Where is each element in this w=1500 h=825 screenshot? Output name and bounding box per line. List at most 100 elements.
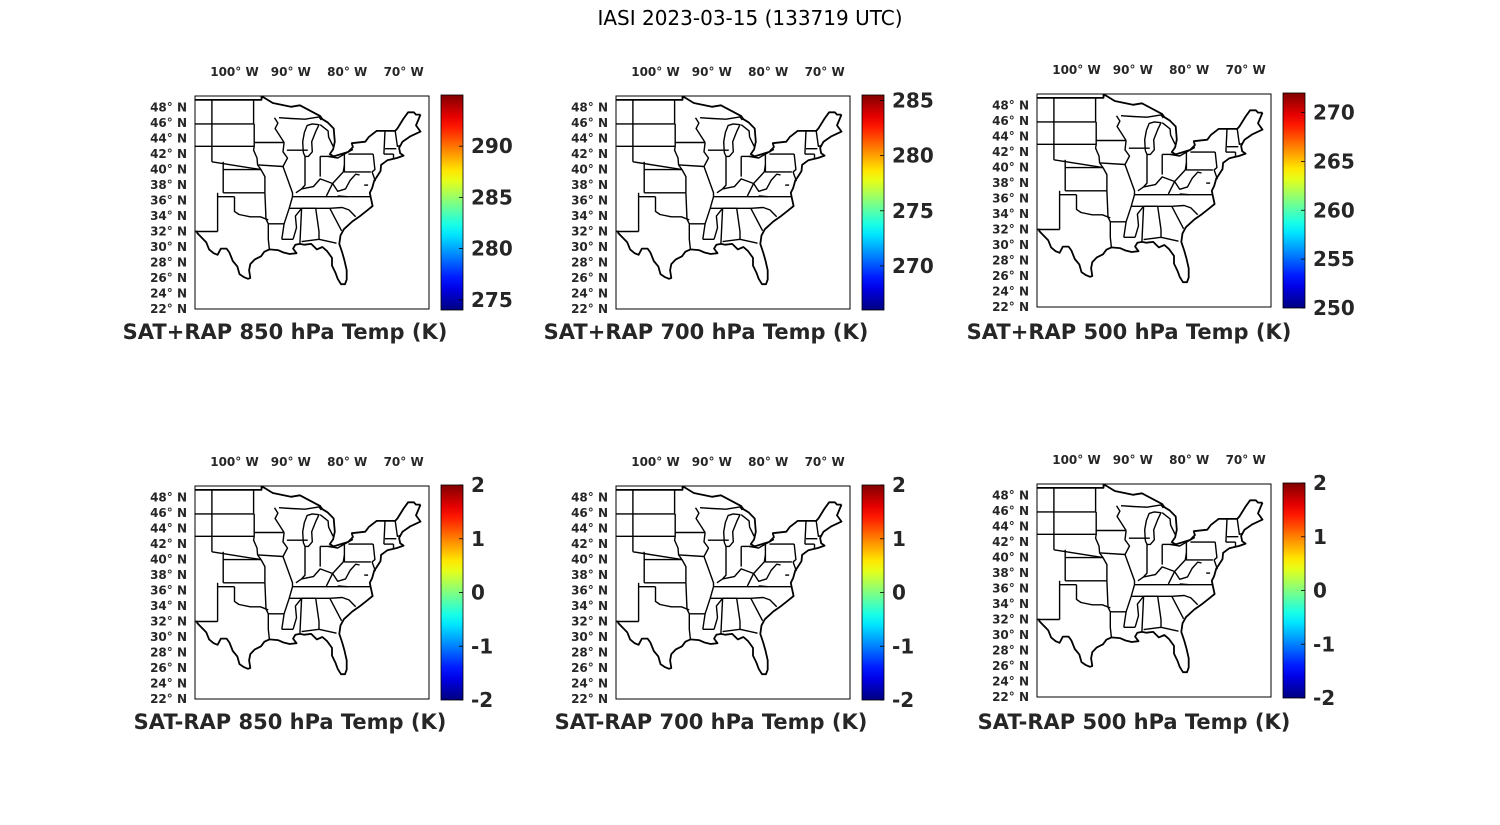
state-boundary [211,161,262,171]
colorbar-tick-label: -2 [471,688,493,712]
latitude-label: 46° N [150,506,187,520]
state-boundary [1225,518,1228,543]
state-boundary [1141,206,1145,242]
latitude-label: 28° N [150,256,187,270]
panel-title: SAT-RAP 500 hPa Temp (K) [977,710,1291,734]
panel-title: SAT+RAP 500 hPa Temp (K) [966,320,1292,344]
state-boundary [1123,530,1136,628]
map-frame [194,95,430,310]
latitude-label: 34° N [992,207,1029,221]
longitude-label: 90° W [692,455,732,469]
state-boundary [702,532,715,630]
colorbar-tick-label: -1 [471,634,493,658]
colorbar-tick-label: 280 [471,237,513,261]
longitude-label: 70° W [1226,63,1266,77]
state-boundary [278,506,322,511]
colorbar-tick-label: 0 [1313,579,1327,603]
state-boundary [325,573,334,587]
state-boundary [716,156,727,194]
state-boundary [1094,121,1108,191]
state-boundary [716,546,727,584]
state-boundary [750,597,764,622]
latitude-label: 46° N [992,504,1029,518]
state-boundary [1123,140,1136,238]
state-boundary [764,154,792,173]
northern-border [195,486,421,548]
state-boundary [1179,583,1190,586]
latitude-label: 32° N [150,225,187,239]
state-boundary [713,597,724,630]
state-boundary [673,513,687,583]
panel-title: SAT-RAP 700 hPa Temp (K) [554,710,868,734]
state-boundary [720,598,724,634]
latitude-label: 22° N [992,690,1029,704]
state-boundary [740,124,755,147]
colorbar-tick-label: 285 [892,89,934,113]
state-boundary [329,597,343,622]
latitude-label: 28° N [571,256,608,270]
state-boundary [1171,205,1185,230]
state-boundary [299,598,303,634]
coastline [195,504,422,676]
state-boundary [1141,596,1145,632]
latitude-label: 42° N [992,145,1029,159]
colorbar-tick-label: 265 [1313,149,1355,173]
state-boundary [1100,552,1126,556]
state-boundary [722,568,754,580]
colorbar-tick-label: 2 [471,473,485,497]
state-boundary [1225,128,1228,153]
figure-title: IASI 2023-03-15 (133719 UTC) [597,6,903,30]
state-boundary [315,208,320,240]
state-boundary [1115,115,1127,141]
map-frame [615,95,851,310]
longitude-label: 90° W [1113,453,1153,467]
colorbar-tick-label: -1 [892,634,914,658]
northern-border [616,486,842,548]
latitude-label: 38° N [150,568,187,582]
state-boundary [295,546,306,584]
panel-title: SAT+RAP 850 hPa Temp (K) [122,320,448,344]
state-boundary [702,142,715,240]
latitude-label: 34° N [571,209,608,223]
latitude-label: 38° N [571,568,608,582]
colorbar-tick-label: 260 [1313,198,1355,222]
state-boundary [1137,544,1148,582]
state-boundary [327,538,354,549]
state-boundary [1143,566,1175,578]
state-boundary [699,116,743,121]
latitude-label: 40° N [992,551,1029,565]
latitude-label: 36° N [571,584,608,598]
panel-title: SAT+RAP 700 hPa Temp (K) [543,320,869,344]
colorbar-tick-label: 280 [892,144,934,168]
state-boundary [302,513,320,548]
state-boundary [1157,596,1162,628]
map-frame [1036,483,1272,698]
state-boundary [1169,536,1196,547]
northern-border [1037,94,1263,156]
longitude-label: 100° W [631,455,679,469]
state-boundary [1161,512,1176,535]
latitude-label: 34° N [992,597,1029,611]
state-boundary [1236,518,1243,535]
state-boundary [632,161,683,171]
longitude-label: 80° W [1169,63,1209,77]
state-boundary [1185,152,1213,171]
latitude-label: 28° N [150,646,187,660]
state-boundary [1094,511,1108,581]
state-boundary [319,514,334,537]
state-boundary [1213,542,1219,570]
longitude-label: 80° W [1169,453,1209,467]
state-boundary [815,130,822,147]
state-boundary [654,586,690,611]
colorbar-tick-label: 285 [471,185,513,209]
map-panel-sat-plus-rap-500: 100° W 90° W 80° W 70° W 48° N 46° N 44° N 42° … [967,58,1355,358]
latitude-label: 44° N [571,522,608,536]
state-boundary [343,544,371,563]
latitude-label: 40° N [992,161,1029,175]
state-boundary [1161,122,1176,145]
state-boundary [1100,162,1126,166]
state-boundary [679,554,705,558]
latitude-label: 42° N [992,535,1029,549]
map-plot: 100° W 90° W 80° W 70° W 48° N46° N 44° N42° … [150,65,513,316]
state-boundary [746,183,755,197]
